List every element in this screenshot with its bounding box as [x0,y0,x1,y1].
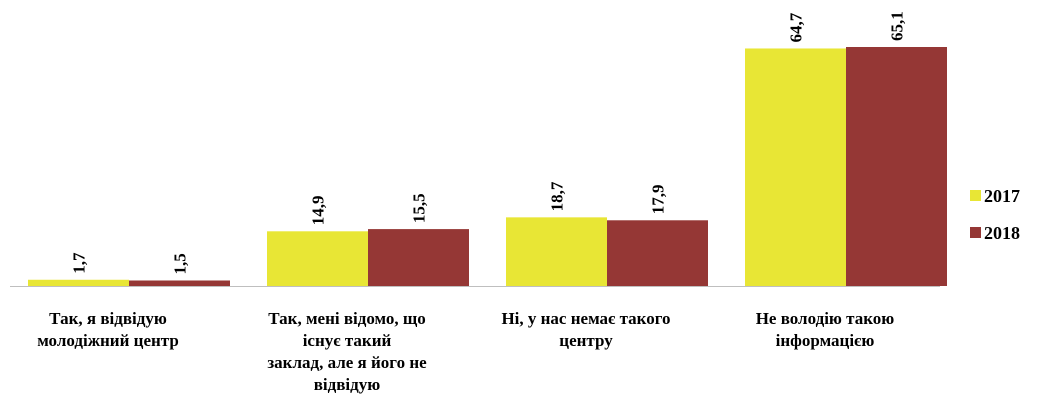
value-label-2017-0: 1,7 [70,252,89,274]
category-labels-group: Так, я відвідую молодіжний центр Так, мені… [37,309,894,394]
value-labels-group: 1,7 1,5 14,9 15,5 18,7 17,9 64,7 65,1 [70,11,907,274]
bar-2018-2 [607,220,708,286]
value-label-2017-1: 14,9 [309,196,328,226]
category-label-1: Так, мені відомо, що існує такий заклад, а… [267,309,427,394]
bar-2017-1 [267,231,368,286]
bars-group [28,47,947,287]
legend-swatch-2018 [970,227,981,238]
legend-swatch-2017 [970,190,981,201]
bar-2018-1 [368,229,469,286]
legend-label-2018: 2018 [984,223,1020,243]
legend-label-2017: 2017 [984,186,1020,206]
category-label-0: Так, я відвідую молодіжний центр [37,309,179,350]
value-label-2018-1: 15,5 [410,193,429,223]
value-label-2018-2: 17,9 [649,185,668,215]
category-label-3: Не володію такою інформацією [756,309,895,350]
bar-2017-2 [506,217,607,286]
bar-2017-3 [745,48,846,287]
value-label-2018-3: 65,1 [888,11,907,41]
value-label-2017-3: 64,7 [787,12,806,42]
bar-2018-3 [846,47,947,286]
bar-2018-0 [129,280,230,286]
value-label-2018-0: 1,5 [171,253,190,274]
bar-2017-0 [28,279,129,286]
legend: 2017 2018 [970,186,1020,243]
value-label-2017-2: 18,7 [548,181,567,211]
category-label-2: Ні, у нас немає такого центру [501,309,670,350]
